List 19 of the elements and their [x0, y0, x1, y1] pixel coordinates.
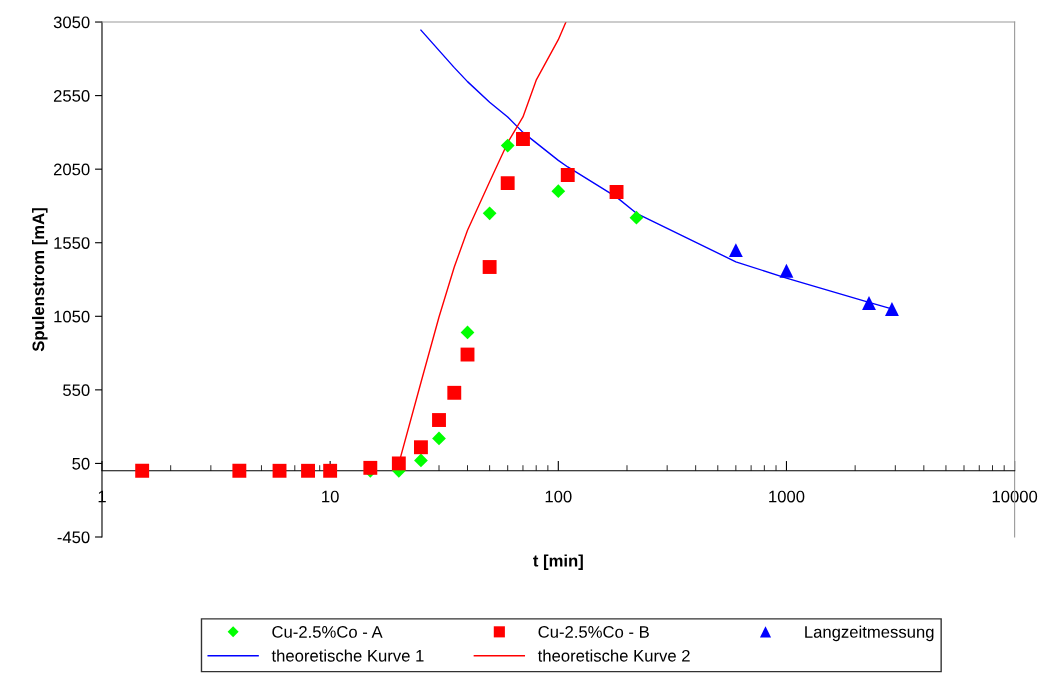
- x-tick-label: 100: [545, 490, 572, 503]
- y-tick-label: 2050: [53, 163, 90, 176]
- legend-label: Cu-2.5%Co - A: [272, 626, 383, 638]
- x-axis-title: t [min]: [533, 554, 583, 570]
- x-tick-label: 10000: [992, 490, 1038, 503]
- y-tick-label: 550: [63, 384, 90, 397]
- y-tick-label: 2550: [53, 90, 90, 102]
- y-tick-label: 3050: [53, 16, 90, 29]
- y-tick-label: 1550: [54, 237, 90, 249]
- y-axis-title: Spulenstrom [mA]: [32, 208, 48, 352]
- x-tick-label: 10: [322, 490, 339, 503]
- y-tick-label: -450: [57, 531, 90, 544]
- legend-label: theoretische Kurve 1: [271, 649, 424, 662]
- y-tick-label: 1050: [54, 310, 90, 323]
- x-tick-label: 1000: [769, 490, 805, 503]
- legend-label: Langzeitmessung: [805, 625, 934, 642]
- legend-label: Cu-2.5%Co - B: [538, 626, 649, 638]
- y-tick-label: 50: [72, 457, 90, 470]
- legend-label: theoretische Kurve 2: [537, 649, 690, 662]
